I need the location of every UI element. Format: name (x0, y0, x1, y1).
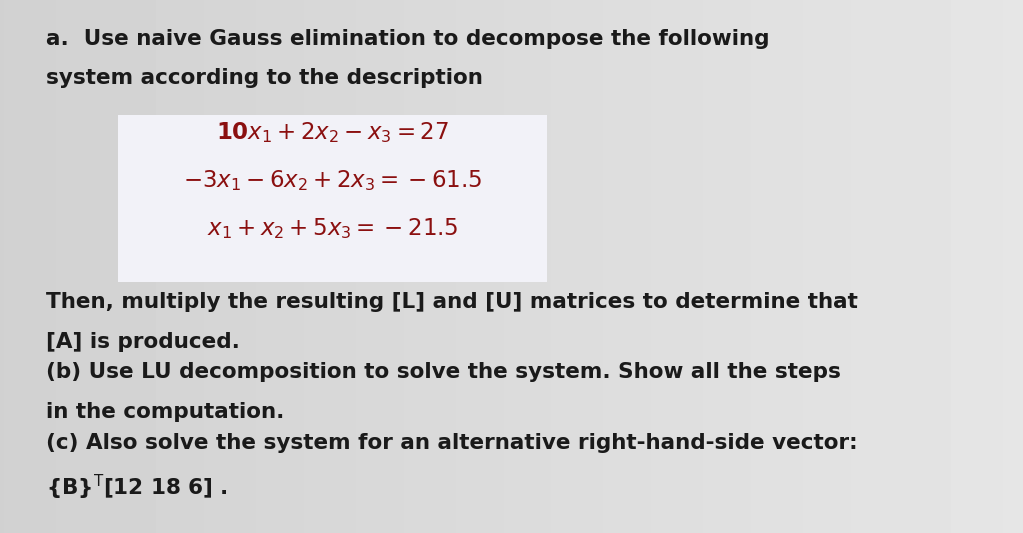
Text: $-3x_1 - 6x_2 + 2x_3 = -61.5$: $-3x_1 - 6x_2 + 2x_3 = -61.5$ (183, 168, 482, 193)
Text: in the computation.: in the computation. (46, 402, 284, 423)
Text: Then, multiply the resulting [L] and [U] matrices to determine that: Then, multiply the resulting [L] and [U]… (46, 292, 858, 312)
Text: system according to the description: system according to the description (46, 68, 483, 88)
Text: (c) Also solve the system for an alternative right-hand-side vector:: (c) Also solve the system for an alterna… (46, 433, 857, 453)
Text: a.  Use naive Gauss elimination to decompose the following: a. Use naive Gauss elimination to decomp… (46, 29, 769, 50)
FancyBboxPatch shape (118, 115, 547, 282)
Text: [A] is produced.: [A] is produced. (46, 332, 240, 352)
Text: $\mathbf{10}x_1 + 2x_2 - x_3 = 27$: $\mathbf{10}x_1 + 2x_2 - x_3 = 27$ (216, 120, 449, 145)
Text: (b) Use LU decomposition to solve the system. Show all the steps: (b) Use LU decomposition to solve the sy… (46, 362, 841, 383)
Text: {B}$^\mathsf{T}$[12 18 6] .: {B}$^\mathsf{T}$[12 18 6] . (46, 473, 228, 502)
Text: $x_1 + x_2 + 5x_3 = -21.5$: $x_1 + x_2 + 5x_3 = -21.5$ (207, 216, 458, 241)
